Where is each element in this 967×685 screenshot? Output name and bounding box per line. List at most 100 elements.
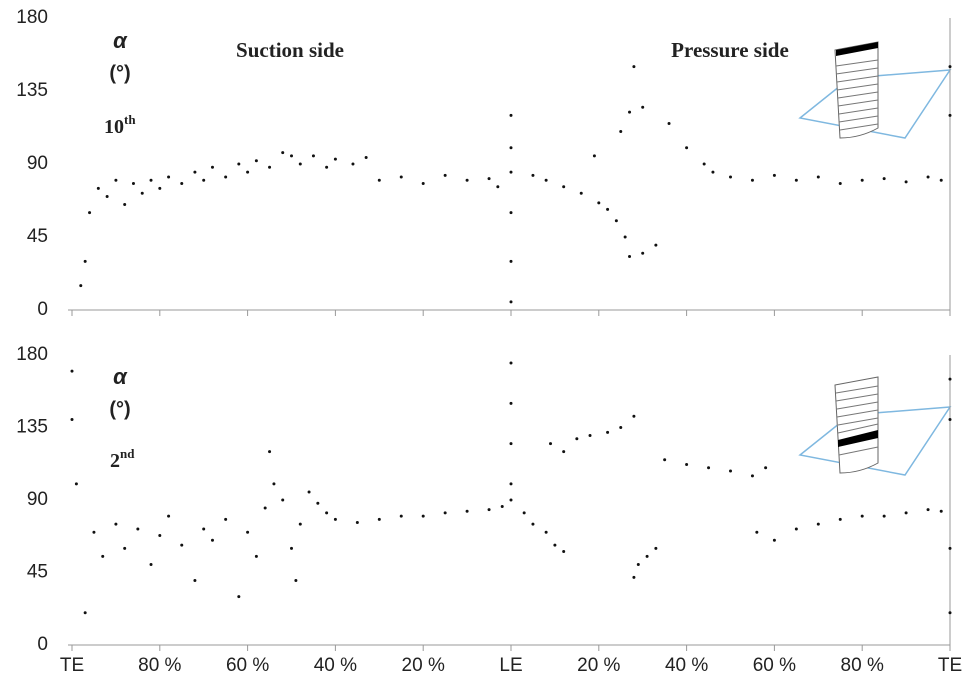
point <box>333 517 337 521</box>
point <box>948 611 952 615</box>
y-tick-label: 180 <box>16 7 48 28</box>
point <box>158 533 162 537</box>
point <box>496 185 500 189</box>
point <box>298 522 302 526</box>
unit-label: (°) <box>109 398 130 420</box>
unit-label: (°) <box>109 62 130 84</box>
point <box>729 469 732 473</box>
point <box>509 259 513 263</box>
point <box>509 300 513 304</box>
point <box>70 369 74 373</box>
point <box>500 504 504 508</box>
point <box>351 162 355 166</box>
point <box>237 595 241 599</box>
point <box>70 417 74 421</box>
point <box>632 414 636 418</box>
point <box>421 514 425 518</box>
point <box>562 185 566 189</box>
point <box>645 554 649 558</box>
point <box>663 458 667 462</box>
point <box>79 284 83 288</box>
point <box>443 511 447 515</box>
point <box>619 426 623 429</box>
point <box>114 522 118 526</box>
x-tick-label: 80 % <box>841 655 884 676</box>
span-number: 10 <box>104 116 124 138</box>
point <box>105 194 109 198</box>
point <box>531 173 535 177</box>
point <box>926 508 930 512</box>
point <box>83 259 87 263</box>
y-tick-label: 135 <box>16 80 48 101</box>
x-tick-label: 40 % <box>314 655 357 676</box>
point <box>632 65 636 69</box>
point <box>755 530 759 534</box>
point <box>632 575 636 579</box>
point <box>149 178 153 182</box>
span-label: 10th <box>104 112 136 138</box>
point <box>544 178 548 182</box>
point <box>254 554 258 558</box>
point <box>707 466 711 470</box>
point <box>96 186 100 190</box>
point <box>487 177 491 181</box>
x-tick-label: 40 % <box>665 655 708 676</box>
point <box>254 159 258 163</box>
point <box>562 550 566 554</box>
point <box>509 498 513 502</box>
symbol-label: α <box>113 28 128 53</box>
point <box>904 511 908 515</box>
y-tick-label: 90 <box>27 489 48 510</box>
point <box>628 110 632 114</box>
point <box>101 554 105 558</box>
span-suffix: nd <box>120 446 135 461</box>
point <box>180 543 184 547</box>
point <box>575 437 579 441</box>
point <box>114 178 118 182</box>
point <box>509 442 513 446</box>
point <box>465 509 469 513</box>
point <box>816 522 820 526</box>
y-tick-label: 90 <box>27 153 48 174</box>
point <box>193 170 197 174</box>
point <box>92 530 96 534</box>
point <box>816 175 820 179</box>
point <box>838 517 842 521</box>
span-suffix: th <box>124 112 136 127</box>
annotation: Suction side <box>236 38 344 62</box>
point <box>290 546 293 550</box>
point <box>794 178 798 182</box>
point <box>268 450 272 454</box>
point <box>290 154 293 158</box>
point <box>180 181 184 185</box>
point <box>623 235 627 239</box>
point <box>465 178 469 182</box>
point <box>509 401 513 405</box>
point <box>553 543 557 547</box>
y-tick-label: 45 <box>27 226 48 247</box>
point <box>544 530 548 534</box>
point <box>281 498 285 502</box>
point <box>509 113 513 117</box>
point <box>298 162 302 166</box>
point <box>939 178 943 182</box>
point <box>210 165 214 169</box>
point <box>654 546 658 550</box>
point <box>74 482 78 486</box>
point <box>641 105 645 109</box>
point <box>509 482 513 486</box>
point <box>948 417 952 421</box>
point <box>588 434 592 438</box>
y-tick-label: 0 <box>37 299 48 320</box>
x-tick-label: 20 % <box>402 655 445 676</box>
point <box>224 175 228 179</box>
point <box>948 65 952 69</box>
span-number: 2 <box>110 450 120 472</box>
inset-top <box>798 41 952 139</box>
x-tick-label: 60 % <box>226 655 269 676</box>
y-tick-label: 45 <box>27 562 48 583</box>
point <box>263 506 267 510</box>
point <box>904 180 908 184</box>
point <box>83 611 87 615</box>
point <box>509 361 513 365</box>
